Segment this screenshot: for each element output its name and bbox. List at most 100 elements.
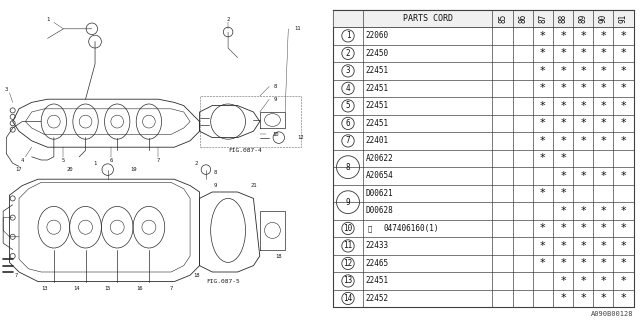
Text: 5: 5 xyxy=(346,101,350,110)
Text: 21: 21 xyxy=(250,183,257,188)
Text: A090B00128: A090B00128 xyxy=(591,311,634,317)
Text: *: * xyxy=(540,241,546,251)
Text: *: * xyxy=(621,223,627,233)
Text: *: * xyxy=(621,293,627,303)
Text: 22450: 22450 xyxy=(365,49,388,58)
Text: 22060: 22060 xyxy=(365,31,388,40)
Text: 6: 6 xyxy=(346,119,350,128)
Text: 22465: 22465 xyxy=(365,259,388,268)
Text: *: * xyxy=(560,101,566,111)
Text: FIG.087-4: FIG.087-4 xyxy=(228,148,262,153)
Text: *: * xyxy=(600,259,606,268)
Text: *: * xyxy=(560,276,566,286)
Text: *: * xyxy=(580,66,586,76)
Text: *: * xyxy=(621,118,627,128)
Text: 16: 16 xyxy=(136,285,143,291)
Text: *: * xyxy=(621,171,627,181)
Text: *: * xyxy=(621,206,627,216)
Text: D00621: D00621 xyxy=(365,189,394,198)
Text: *: * xyxy=(600,206,606,216)
Text: *: * xyxy=(540,136,546,146)
Text: D00628: D00628 xyxy=(365,206,394,215)
Text: 88: 88 xyxy=(559,14,568,23)
Text: 047406160(1): 047406160(1) xyxy=(383,224,439,233)
Text: *: * xyxy=(621,241,627,251)
Text: *: * xyxy=(540,259,546,268)
Text: *: * xyxy=(560,84,566,93)
Text: 9: 9 xyxy=(346,198,350,207)
Text: *: * xyxy=(560,171,566,181)
Text: *: * xyxy=(540,188,546,198)
Text: 22401: 22401 xyxy=(365,136,388,145)
Text: *: * xyxy=(580,118,586,128)
Text: 2: 2 xyxy=(195,161,198,166)
Text: 8: 8 xyxy=(274,84,277,89)
Text: 4: 4 xyxy=(20,157,24,163)
Text: 7: 7 xyxy=(14,273,17,278)
Text: *: * xyxy=(580,48,586,58)
Text: *: * xyxy=(580,171,586,181)
Text: *: * xyxy=(600,84,606,93)
Text: *: * xyxy=(621,66,627,76)
Text: 87: 87 xyxy=(538,14,547,23)
Text: 13: 13 xyxy=(41,285,47,291)
Text: *: * xyxy=(560,31,566,41)
Text: 5: 5 xyxy=(61,157,65,163)
Text: *: * xyxy=(580,101,586,111)
Text: 3: 3 xyxy=(4,87,8,92)
Text: *: * xyxy=(600,118,606,128)
Text: *: * xyxy=(580,31,586,41)
Text: 22451: 22451 xyxy=(365,84,388,93)
Text: 10: 10 xyxy=(273,132,279,137)
Text: 6: 6 xyxy=(109,157,113,163)
Text: *: * xyxy=(600,136,606,146)
Text: *: * xyxy=(560,118,566,128)
Text: *: * xyxy=(540,118,546,128)
Text: 9: 9 xyxy=(214,183,217,188)
Text: 8: 8 xyxy=(214,170,217,175)
Text: *: * xyxy=(580,241,586,251)
Text: *: * xyxy=(600,293,606,303)
Text: 22452: 22452 xyxy=(365,294,388,303)
Text: *: * xyxy=(621,84,627,93)
Text: *: * xyxy=(560,206,566,216)
Text: 17: 17 xyxy=(16,167,22,172)
Text: *: * xyxy=(560,241,566,251)
Text: *: * xyxy=(540,66,546,76)
Text: *: * xyxy=(600,101,606,111)
Text: *: * xyxy=(540,31,546,41)
Text: *: * xyxy=(540,84,546,93)
Text: 8: 8 xyxy=(346,163,350,172)
Text: *: * xyxy=(600,241,606,251)
Text: 3: 3 xyxy=(346,66,350,76)
Text: *: * xyxy=(600,66,606,76)
Text: 12: 12 xyxy=(298,135,304,140)
Text: 90: 90 xyxy=(599,14,608,23)
Text: *: * xyxy=(600,223,606,233)
Text: *: * xyxy=(580,206,586,216)
Bar xyxy=(333,10,634,27)
Text: *: * xyxy=(580,136,586,146)
Text: 1: 1 xyxy=(93,161,97,166)
Text: 18: 18 xyxy=(193,273,200,278)
Text: *: * xyxy=(560,259,566,268)
Text: A20622: A20622 xyxy=(365,154,394,163)
Text: *: * xyxy=(560,136,566,146)
Text: 11: 11 xyxy=(294,26,301,31)
Text: *: * xyxy=(580,84,586,93)
Text: *: * xyxy=(600,276,606,286)
Text: 22433: 22433 xyxy=(365,241,388,251)
Text: *: * xyxy=(621,101,627,111)
Text: *: * xyxy=(580,276,586,286)
Text: 7: 7 xyxy=(157,157,160,163)
Text: PARTS CORD: PARTS CORD xyxy=(403,14,452,23)
Text: *: * xyxy=(540,48,546,58)
Text: 7: 7 xyxy=(346,136,350,145)
Text: *: * xyxy=(540,153,546,164)
Text: *: * xyxy=(560,188,566,198)
Text: 9: 9 xyxy=(274,97,277,102)
Text: *: * xyxy=(540,223,546,233)
Text: 18: 18 xyxy=(276,253,282,259)
Text: 20: 20 xyxy=(67,167,73,172)
Text: 22451: 22451 xyxy=(365,66,388,76)
